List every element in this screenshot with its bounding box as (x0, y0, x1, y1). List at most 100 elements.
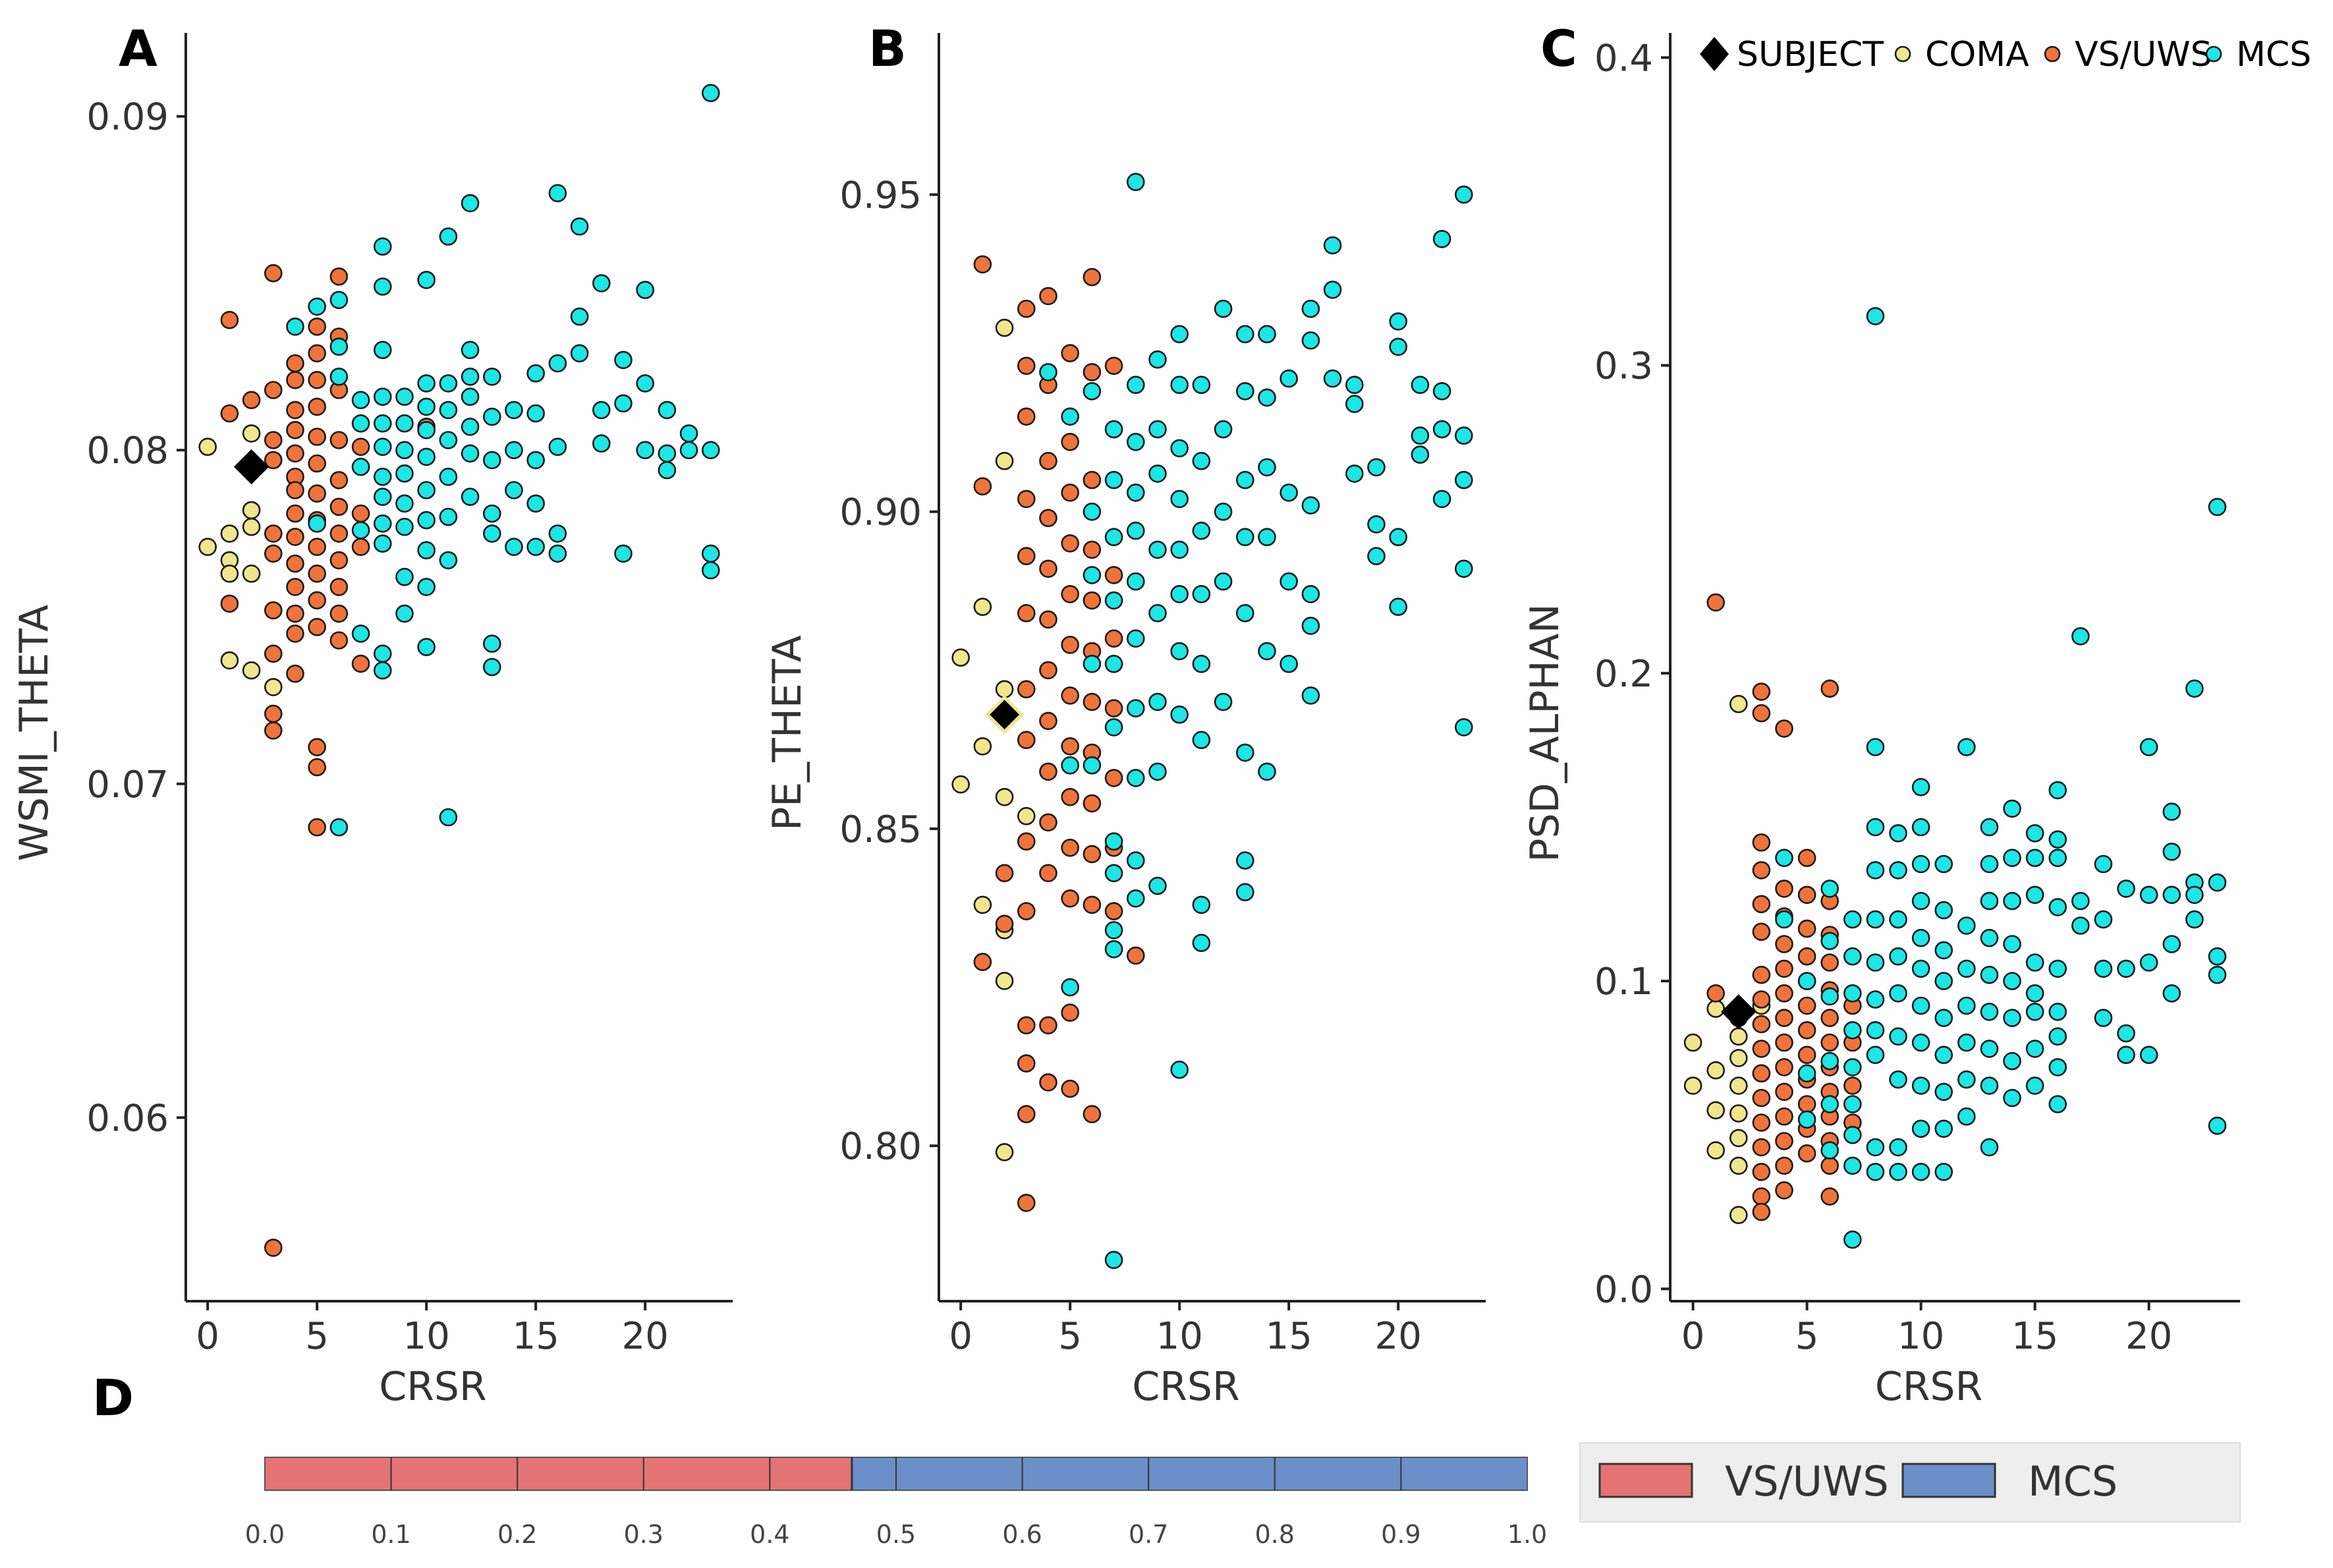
point-mcs (1258, 642, 1276, 661)
point-vsuws (286, 624, 304, 643)
point-mcs (1843, 984, 1862, 1003)
point-vsuws (264, 544, 283, 563)
point-mcs (592, 274, 611, 293)
point-vsuws (286, 444, 304, 463)
bar-tick-label: 0.9 (1381, 1520, 1420, 1549)
point-mcs (1345, 395, 1364, 413)
point-vsuws (351, 654, 370, 673)
panel-a-axes: 0.06 0.07 0.08 0.09 0 5 10 15 20 CRSR WSMI_THETA (11, 33, 733, 1410)
point-mcs (658, 444, 677, 463)
point-mcs (373, 514, 392, 533)
point-vsuws (264, 451, 283, 470)
point-vsuws (1104, 356, 1123, 376)
point-mcs (395, 441, 414, 460)
point-coma (264, 678, 283, 696)
point-mcs (1236, 743, 1254, 762)
point-mcs (1148, 350, 1167, 369)
point-mcs (2139, 738, 2158, 756)
point-coma (1683, 1077, 1702, 1095)
point-mcs (679, 441, 698, 460)
point-mcs (1843, 1230, 1862, 1249)
point-vsuws (286, 554, 304, 573)
point-vsuws (1017, 1054, 1036, 1073)
point-mcs (1797, 972, 1816, 990)
point-mcs (1911, 928, 1930, 947)
point-mcs (2185, 910, 2204, 929)
x-tick-label: 0 (949, 1315, 972, 1358)
point-mcs (2003, 799, 2021, 818)
point-vsuws (1039, 762, 1057, 781)
point-mcs (1980, 965, 1999, 984)
x-tick-label: 5 (1058, 1315, 1082, 1358)
point-vsuws (1775, 1132, 1793, 1150)
point-mcs (2094, 959, 2113, 978)
point-mcs (1889, 1163, 1907, 1181)
point-mcs (1980, 1077, 1999, 1095)
y-tick-label: 0.90 (839, 491, 922, 534)
point-mcs (1389, 337, 1407, 356)
point-vsuws (1061, 344, 1079, 362)
point-mcs (2162, 843, 2181, 861)
point-mcs (702, 441, 720, 460)
point-mcs (351, 414, 370, 433)
point-mcs (1236, 603, 1254, 623)
point-vsuws (329, 578, 349, 596)
point-vsuws (264, 601, 283, 620)
point-vsuws (220, 594, 239, 613)
point-mcs (702, 561, 720, 580)
point-mcs (2025, 1077, 2044, 1095)
point-mcs (373, 661, 392, 680)
point-mcs (1866, 818, 1885, 837)
point-vsuws (1039, 813, 1057, 832)
point-mcs (2071, 627, 2090, 646)
point-mcs (1061, 756, 1079, 775)
point-mcs (526, 494, 546, 513)
point-mcs (417, 638, 436, 656)
point-mcs (1214, 692, 1233, 712)
point-mcs (1127, 699, 1145, 717)
point-mcs (2025, 849, 2044, 867)
point-mcs (417, 397, 436, 416)
point-mcs (2025, 1003, 2044, 1021)
point-mcs (1236, 851, 1254, 870)
point-vsuws (308, 758, 327, 777)
point-vsuws (1104, 902, 1123, 920)
point-vsuws (1752, 990, 1771, 1009)
point-vsuws (329, 431, 349, 449)
bar-tick-label: 1.0 (1507, 1520, 1547, 1549)
point-coma (198, 437, 217, 457)
point-mcs (482, 407, 501, 426)
point-mcs (461, 488, 480, 506)
point-mcs (439, 507, 458, 526)
point-mcs (1432, 381, 1451, 401)
point-mcs (417, 271, 436, 289)
point-coma (995, 1143, 1014, 1162)
point-mcs (1911, 1077, 1930, 1095)
point-mcs (1170, 325, 1189, 344)
point-mcs (1236, 528, 1254, 547)
point-mcs (1934, 1082, 1953, 1102)
point-vsuws (1017, 1105, 1036, 1123)
point-coma (995, 972, 1014, 990)
point-coma (1729, 1077, 1748, 1095)
x-tick-label: 20 (2125, 1315, 2172, 1358)
point-mcs (1127, 889, 1145, 908)
point-mcs (1192, 376, 1211, 395)
point-vsuws (308, 484, 327, 503)
point-mcs (1236, 381, 1254, 401)
point-mcs (1301, 584, 1320, 603)
point-vsuws (351, 437, 370, 457)
point-mcs (351, 457, 370, 476)
point-mcs (1957, 959, 1976, 978)
point-mcs (1843, 910, 1862, 929)
y-tick-label: 0.4 (1594, 37, 1653, 80)
point-mcs (1192, 654, 1211, 673)
point-mcs (373, 237, 392, 256)
point-vsuws (1082, 470, 1102, 490)
point-coma (1706, 1101, 1725, 1120)
point-mcs (329, 367, 349, 386)
point-mcs (351, 624, 370, 643)
point-mcs (1258, 388, 1276, 407)
point-mcs (2117, 959, 2135, 978)
point-coma (242, 517, 261, 536)
